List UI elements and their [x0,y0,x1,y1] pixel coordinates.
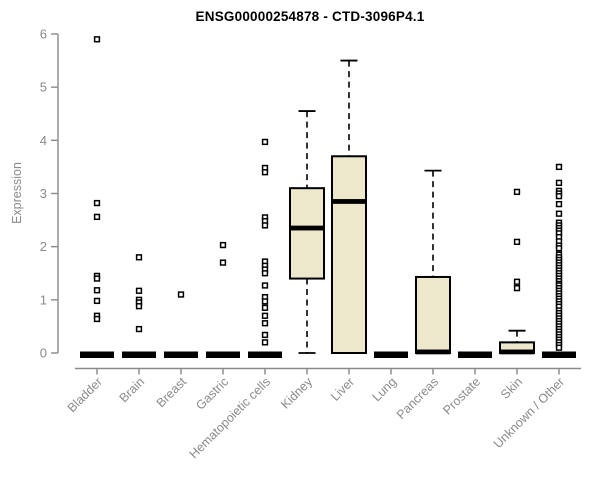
x-tick-label-lung: Lung [370,375,400,405]
box-collapsed-unknown-other [542,351,576,358]
outlier-hematopoietic-cells [261,282,269,289]
outlier-brain [135,303,143,310]
median-skin [500,349,534,355]
outlier-hematopoietic-cells [261,331,269,339]
outlier-hematopoietic-cells [261,320,269,327]
outlier-unknown-other [555,179,563,187]
y-tick-label: 1 [40,292,47,307]
x-tick-label-hematopoietic-cells: Hematopoietic cells [187,375,274,462]
outlier-brain [135,254,143,261]
y-tick-label: 4 [40,133,47,148]
outlier-hematopoietic-cells [261,270,269,277]
outlier-bladder [93,275,101,282]
outlier-unknown-other [555,192,563,200]
x-tick-label-pancreas: Pancreas [394,375,441,422]
outlier-hematopoietic-cells [261,304,269,311]
x-tick-label-unknown-other: Unknown / Other [491,375,567,451]
box-collapsed-hematopoietic-cells [248,351,282,358]
outlier-hematopoietic-cells [261,312,269,319]
box-collapsed-breast [164,351,198,358]
box-collapsed-bladder [80,351,114,358]
outlier-breast [177,291,185,298]
box-collapsed-lung [374,351,408,358]
y-tick-label: 6 [40,26,47,41]
outlier-gastric [219,259,227,266]
box-collapsed-gastric [206,351,240,358]
median-kidney [290,225,324,231]
median-pancreas [416,349,450,355]
outlier-unknown-other [555,200,563,208]
outlier-brain [135,325,143,333]
outlier-unknown-other [555,245,563,252]
y-tick-label: 0 [40,346,47,361]
outlier-hematopoietic-cells [261,222,269,229]
outlier-brain [135,287,143,294]
chart-title: ENSG00000254878 - CTD-3096P4.1 [195,9,425,24]
box-liver [331,155,367,354]
outlier-bladder [93,199,101,207]
x-tick-label-prostate: Prostate [440,375,483,418]
outlier-unknown-other [555,210,563,217]
x-tick-label-gastric: Gastric [193,375,231,413]
outlier-unknown-other [555,344,563,351]
outlier-skin [513,278,521,285]
x-tick-label-breast: Breast [154,374,190,410]
box-collapsed-prostate [458,351,492,358]
x-tick-label-brain: Brain [117,375,148,406]
x-tick-label-skin: Skin [498,375,525,402]
outlier-bladder [93,36,101,43]
x-tick-label-liver: Liver [328,375,357,404]
outlier-bladder [93,287,101,294]
outlier-bladder [93,213,101,221]
outlier-bladder [93,315,101,323]
y-tick-label: 5 [40,80,47,95]
outlier-hematopoietic-cells [261,169,269,176]
outlier-skin [513,238,521,246]
outlier-hematopoietic-cells [261,339,269,346]
outlier-skin [513,188,521,196]
outlier-skin [513,284,521,292]
y-tick-label: 2 [40,239,47,254]
y-tick-label: 3 [40,186,47,201]
box-pancreas [415,275,451,354]
box-kidney [289,187,325,280]
median-liver [332,199,366,204]
outlier-gastric [219,241,227,249]
outlier-bladder [93,297,101,305]
outlier-hematopoietic-cells [261,298,269,305]
x-tick-label-kidney: Kidney [278,374,315,411]
box-collapsed-brain [122,351,156,358]
outlier-unknown-other [555,163,563,171]
x-tick-label-bladder: Bladder [65,375,105,415]
outlier-hematopoietic-cells [261,138,269,146]
